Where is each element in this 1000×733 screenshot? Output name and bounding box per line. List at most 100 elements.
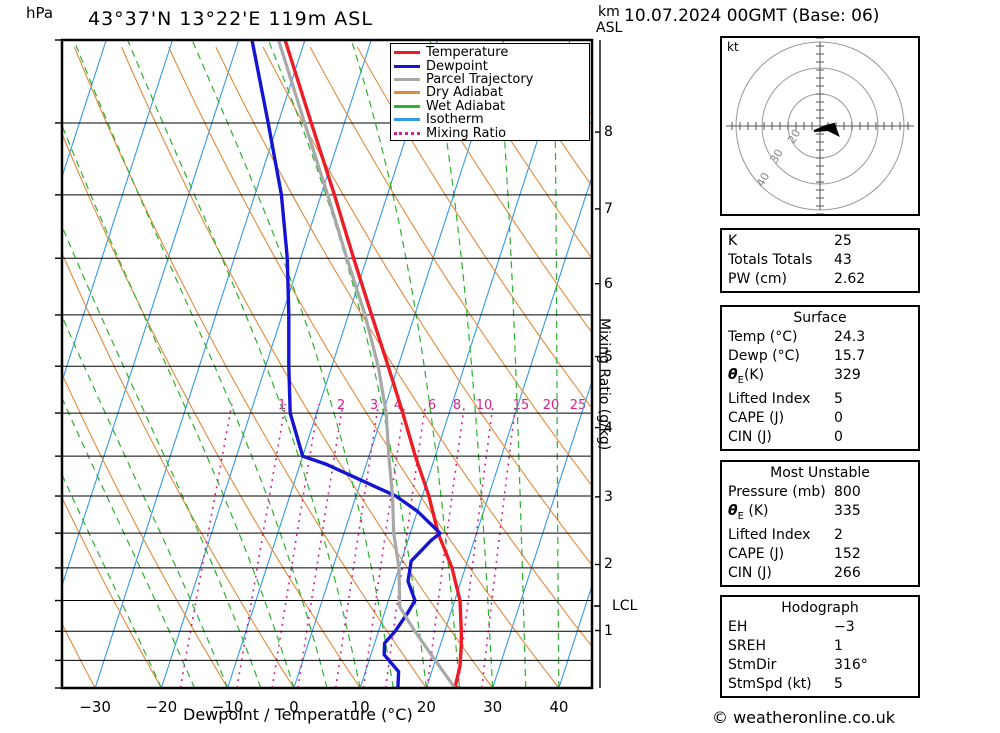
panel-row-value: 0 (834, 428, 843, 445)
temperature-tick-label: −10 (211, 698, 244, 716)
panel-row-value: −3 (834, 619, 855, 635)
legend-item-label: Dewpoint (426, 58, 488, 74)
legend-swatch-icon (394, 77, 420, 81)
panel-hodograph-stats: Hodograph EH −3 SREH 1 StmDir 316° StmSpd (kt) 5 (720, 595, 920, 698)
panel-row-key: θE (K) (728, 503, 769, 522)
legend-item: Temperature (394, 46, 586, 59)
temperature-tick-label: −20 (145, 698, 178, 716)
panel-row-key: Lifted Index (728, 526, 811, 543)
legend-swatch-icon (394, 51, 420, 55)
panel-row-key: Dewp (°C) (728, 348, 800, 364)
mixing-ratio-label: 2 (336, 398, 346, 413)
panel-row-key: EH (728, 619, 748, 635)
panel-row: PW (cm) 2.62 (722, 270, 918, 289)
panel-row-value: 5 (834, 390, 843, 407)
mixing-ratio-label: 6 (427, 398, 437, 413)
panel-row-key: SREH (728, 638, 766, 654)
pressure-unit-label: hPa (26, 4, 54, 22)
legend-item: Dewpoint (394, 58, 586, 74)
panel-row-key: Pressure (mb) (728, 484, 826, 500)
panel-title: Hodograph (781, 600, 859, 616)
panel-row: StmSpd (kt) 5 (722, 675, 918, 694)
temperature-tick-label: 0 (289, 698, 299, 716)
mixing-ratio-label: 20 (542, 398, 560, 413)
panel-row-value: 0 (834, 409, 843, 426)
panel-row-value: 43 (834, 252, 852, 268)
mixing-ratio-label: 1 (277, 398, 287, 413)
km-axis-label: km (598, 4, 620, 20)
panel-row-value: 152 (834, 545, 861, 562)
temperature-tick-label: 30 (483, 698, 503, 716)
panel-row: Lifted Index 2 (722, 526, 918, 545)
legend-item-label: Parcel Trajectory (426, 71, 534, 87)
skewt-plot-canvas (55, 38, 601, 690)
km-tick-label: 4 (604, 419, 613, 436)
panel-row-value: 24.3 (834, 329, 866, 345)
temperature-axis: −30 −20 −10 0 10 20 30 40 (0, 690, 620, 716)
km-tick-label: 6 (604, 275, 613, 292)
skewt-diagram: hPa 43°37'N 13°22'E 119m ASL km ASL Dewp… (0, 4, 637, 724)
panel-row-key: K (728, 233, 738, 249)
panel-row: SREH 1 (722, 637, 918, 656)
hodograph-ring-label: 20 (785, 127, 803, 146)
panel-row: CAPE (J) 0 (722, 409, 918, 428)
panel-row-key: Totals Totals (728, 252, 813, 268)
panel-row-value: 800 (834, 484, 861, 500)
km-axis: 1 2 3 4 5 6 7 8 (604, 0, 624, 733)
panel-row: θE(K) 329 (722, 366, 918, 390)
date-title: 10.07.2024 00GMT (Base: 06) (624, 6, 880, 26)
mixing-ratio-label: 25 (569, 398, 587, 413)
legend-item: Wet Adiabat (394, 100, 586, 113)
panel-row-key: CIN (J) (728, 564, 772, 581)
panel-row: CAPE (J) 152 (722, 545, 918, 564)
copyright-label: © weatheronline.co.uk (712, 708, 895, 727)
legend-swatch-icon (394, 118, 420, 122)
temperature-tick-label: 10 (350, 698, 370, 716)
km-tick-label: 3 (604, 488, 613, 505)
legend-swatch-icon (394, 91, 420, 95)
temperature-tick-label: 40 (549, 698, 569, 716)
legend-item: Parcel Trajectory (394, 73, 586, 86)
panel-row: EH −3 (722, 618, 918, 637)
panel-row-key: θE(K) (728, 367, 765, 386)
panel-row: CIN (J) 0 (722, 428, 918, 447)
temperature-tick-label: 20 (416, 698, 436, 716)
km-tick-label: 5 (604, 348, 613, 365)
panel-title: Surface (793, 310, 847, 326)
legend-item-label: Dry Adiabat (426, 85, 503, 101)
panel-row-value: 1 (834, 638, 843, 654)
legend-item-label: Mixing Ratio (426, 125, 507, 141)
panel-row-value: 2.62 (834, 271, 866, 287)
panel-row: Pressure (mb) 800 (722, 483, 918, 502)
panel-surface: Surface Temp (°C) 24.3 Dewp (°C) 15.7 θE(K) 32… (720, 305, 920, 451)
legend-swatch-icon (394, 64, 420, 68)
legend-item: Isotherm (394, 113, 586, 126)
hodograph-ring-label: 30 (768, 147, 786, 166)
panel-row-key: CIN (J) (728, 428, 772, 445)
panel-row: Temp (°C) 24.3 (722, 328, 918, 347)
km-tick-label: 2 (604, 556, 613, 573)
legend-item: Dry Adiabat (394, 86, 586, 99)
panel-row: CIN (J) 266 (722, 564, 918, 583)
mixing-ratio-label: 3 (369, 398, 379, 413)
mixing-ratio-label: 10 (475, 398, 493, 413)
legend-swatch-icon (394, 131, 420, 135)
legend-item-label: Wet Adiabat (426, 98, 506, 114)
panel-row-value: 2 (834, 526, 843, 543)
panel-row-key: CAPE (J) (728, 409, 785, 426)
km-tick-label: 7 (604, 200, 613, 217)
mixing-ratio-label: 4 (393, 398, 403, 413)
hodograph-plot: kt 20 30 40 (720, 36, 920, 216)
panel-row-key: Lifted Index (728, 390, 811, 407)
mixing-ratio-label: 8 (452, 398, 462, 413)
panel-row: θE (K) 335 (722, 502, 918, 526)
hodograph-ring-label: 40 (754, 170, 772, 189)
legend-item-label: Isotherm (426, 112, 484, 128)
panel-row: Lifted Index 5 (722, 390, 918, 409)
panel-row-value: 5 (834, 676, 843, 692)
panel-row-key: CAPE (J) (728, 545, 785, 562)
km-tick-label: 1 (604, 622, 613, 639)
panel-most-unstable: Most Unstable Pressure (mb) 800 θE (K) 335 Li… (720, 460, 920, 587)
